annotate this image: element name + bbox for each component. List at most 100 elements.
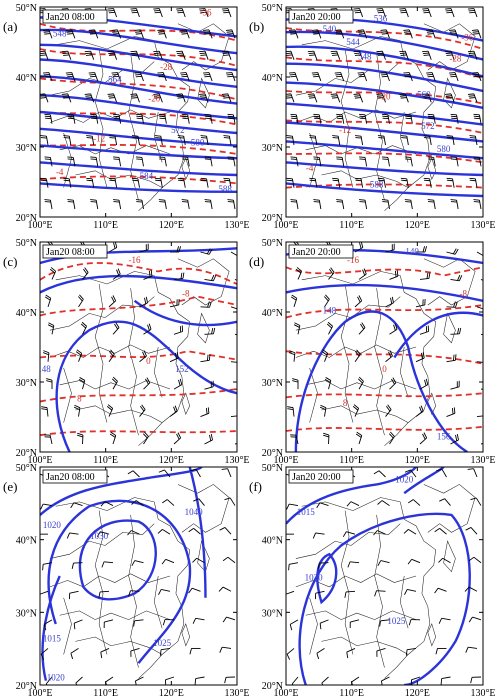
- wind-barb-shaft: [473, 468, 478, 478]
- wind-barb-shaft: [313, 51, 318, 60]
- wind-barb-shaft: [411, 676, 421, 681]
- wind-barb-shaft: [94, 29, 99, 39]
- province-border: [375, 515, 385, 668]
- wind-barb-flag: [77, 432, 84, 436]
- wind-barb-shaft: [185, 72, 190, 82]
- wind-barb-flag: [113, 115, 120, 118]
- wind-barb-flag: [394, 323, 398, 330]
- wind-barb-flag: [157, 73, 165, 76]
- wind-barb-flag: [335, 73, 342, 76]
- wind-barb-shaft: [441, 617, 451, 621]
- province-border: [428, 624, 436, 646]
- wind-barb-shaft: [143, 382, 151, 390]
- wind-barb-flag: [470, 497, 477, 501]
- wind-barb-shaft: [68, 178, 72, 188]
- wind-barb-flag: [377, 11, 384, 14]
- wind-barb-shaft: [48, 72, 53, 82]
- wind-barb-shaft: [381, 676, 390, 682]
- wind-barb-shaft: [476, 251, 483, 256]
- wind-barb-flag: [450, 113, 457, 116]
- height-contour-label: 548: [53, 28, 67, 38]
- wind-barb-flag: [381, 199, 388, 201]
- wind-barb-shaft: [196, 557, 205, 564]
- wind-barb-shaft: [204, 8, 209, 18]
- wind-barb-shaft: [404, 8, 409, 18]
- wind-barb-shaft: [230, 361, 237, 363]
- wind-barb-flag: [238, 357, 240, 363]
- wind-barb-flag: [423, 54, 430, 56]
- wind-barb-flag: [77, 434, 84, 438]
- panel-letter: (d): [249, 254, 264, 269]
- wind-barb-flag: [389, 350, 393, 357]
- height-contour: [40, 45, 237, 70]
- wind-barb-flag: [136, 201, 143, 203]
- wind-barb-shaft: [118, 200, 122, 210]
- wind-barb-shaft: [227, 556, 236, 564]
- panel-frame: [285, 241, 484, 453]
- wind-barb-flag: [467, 8, 474, 10]
- temperature-contour: [286, 57, 483, 78]
- wind-barb-shaft: [319, 619, 329, 624]
- wind-barb-shaft: [51, 271, 57, 280]
- wind-barb-flag: [176, 9, 183, 12]
- province-border: [302, 36, 401, 49]
- wind-barb-flag: [472, 73, 479, 76]
- height-contour: [57, 322, 237, 452]
- wind-barb-flag: [282, 474, 285, 479]
- wind-barb-flag: [49, 268, 56, 274]
- wind-barb-shaft: [473, 8, 478, 18]
- wind-barb-flag: [354, 9, 361, 12]
- wind-barb-flag: [313, 75, 320, 78]
- wind-barb-shaft: [45, 676, 53, 685]
- wind-barb-flag: [200, 177, 207, 180]
- wind-barb-shaft: [468, 646, 478, 649]
- wind-barb-shaft: [341, 114, 345, 124]
- wind-barb-shaft: [43, 503, 53, 507]
- province-border: [154, 347, 162, 397]
- wind-barb-flag: [157, 29, 164, 31]
- height-contour-label: 544: [346, 37, 360, 47]
- wind-barb-shaft: [73, 502, 83, 506]
- province-border: [444, 541, 456, 572]
- height-contour: [43, 576, 60, 681]
- wind-barb-flag: [182, 158, 189, 160]
- wind-barb-flag: [290, 113, 297, 116]
- wind-barb-shaft: [456, 157, 459, 167]
- province-border: [400, 112, 408, 162]
- wind-barb-flag: [331, 52, 338, 55]
- wind-barb-flag: [109, 135, 116, 137]
- wind-barb-flag: [359, 113, 366, 116]
- wind-barb-flag: [221, 50, 228, 53]
- wind-barb-flag: [313, 33, 320, 35]
- wind-barb-flag: [158, 199, 165, 201]
- lat-label: 40°N: [262, 308, 283, 319]
- wind-barb-flag: [404, 199, 411, 201]
- wind-barb-flag: [223, 97, 230, 99]
- wind-barb-shaft: [91, 136, 95, 146]
- wind-barb-shaft: [108, 354, 115, 362]
- wind-barb-flag: [181, 156, 188, 158]
- wind-barb-flag: [41, 406, 48, 409]
- panel-c: 148 152 -16 -8 0 8 100°E 110°E 120°E 130°E 20°N 30°…: [3, 238, 250, 466]
- wind-barb-shaft: [358, 327, 366, 335]
- wind-barb-shaft: [227, 51, 232, 60]
- wind-barb-flag: [316, 502, 321, 509]
- wind-barb-flag: [445, 93, 452, 95]
- wind-barb-flag: [473, 158, 480, 160]
- wind-barb-flag: [423, 135, 430, 137]
- wind-barb-flag: [109, 433, 116, 438]
- wind-barb-flag: [67, 75, 74, 78]
- wind-barb-shaft: [419, 278, 429, 280]
- wind-barb-flag: [205, 117, 212, 120]
- coastline: [385, 502, 436, 679]
- wind-barb-shaft: [227, 8, 232, 18]
- temperature-contour: [40, 24, 237, 41]
- wind-barb-flag: [290, 201, 297, 203]
- height-contour-label: 140: [405, 247, 419, 257]
- province-border: [310, 368, 318, 423]
- wind-barb-shaft: [139, 355, 147, 363]
- wind-barb-shaft: [450, 278, 460, 282]
- wind-barb-flag: [98, 591, 101, 598]
- wind-barb-shaft: [43, 619, 53, 625]
- wind-barb-flag: [354, 97, 361, 99]
